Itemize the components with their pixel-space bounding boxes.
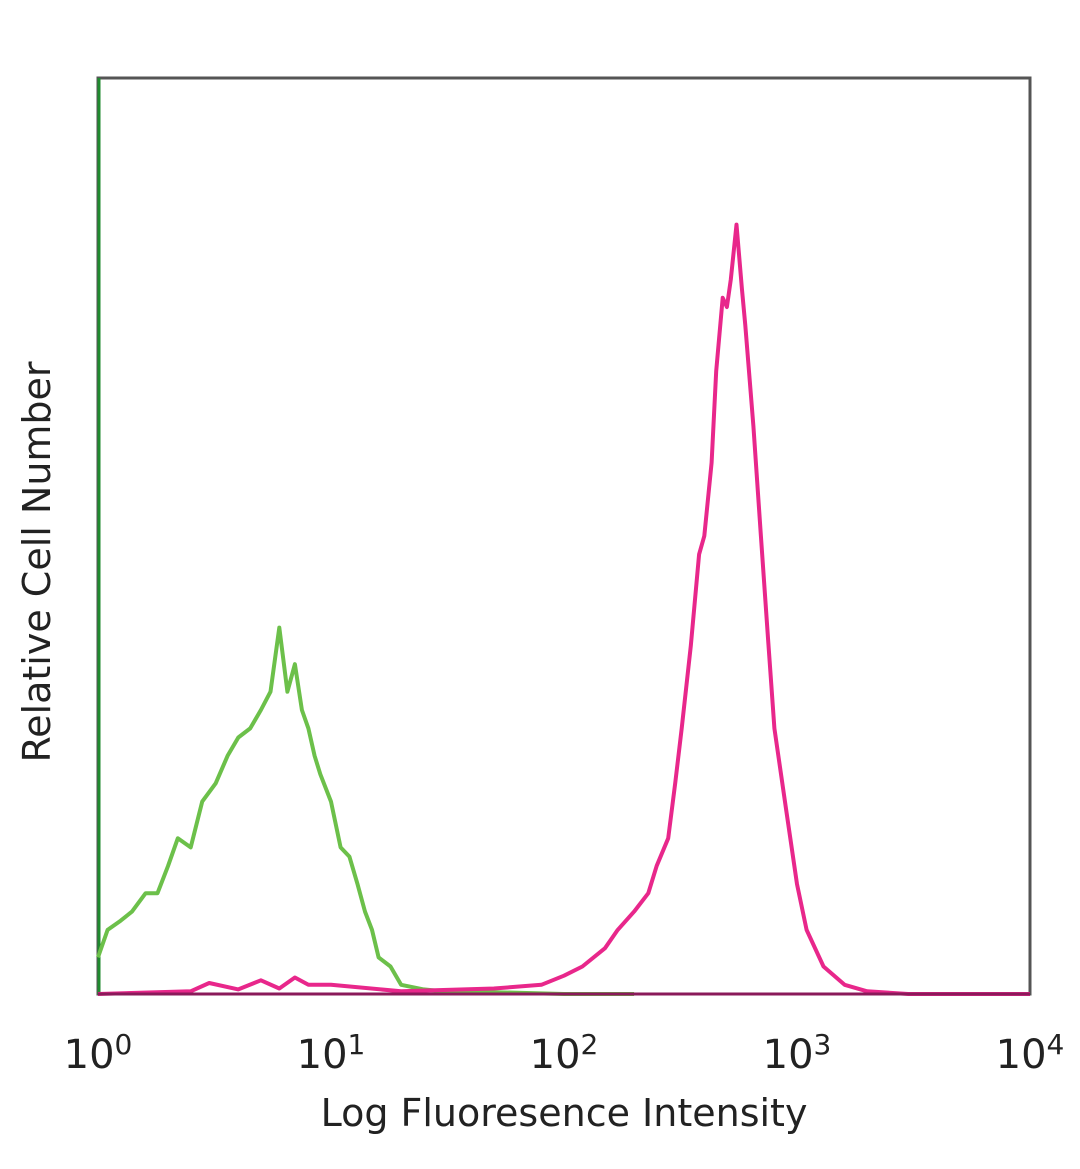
- histogram-series-1: [96, 625, 635, 996]
- x-tick-label: 104: [996, 1028, 1065, 1078]
- histogram-series-2: [97, 222, 1030, 996]
- y-axis-title: Relative Cell Number: [15, 361, 59, 762]
- x-tick-label: 101: [297, 1028, 366, 1078]
- x-tick-label: 100: [64, 1028, 133, 1078]
- x-tick-label: 103: [763, 1028, 832, 1078]
- x-axis-title: Log Fluoresence Intensity: [321, 1091, 808, 1135]
- series-layer: [96, 222, 1030, 996]
- x-tick-labels: 100 101 102 103 104: [64, 1028, 1065, 1078]
- plot-frame: [96, 76, 1032, 996]
- x-tick-label: 102: [530, 1028, 599, 1078]
